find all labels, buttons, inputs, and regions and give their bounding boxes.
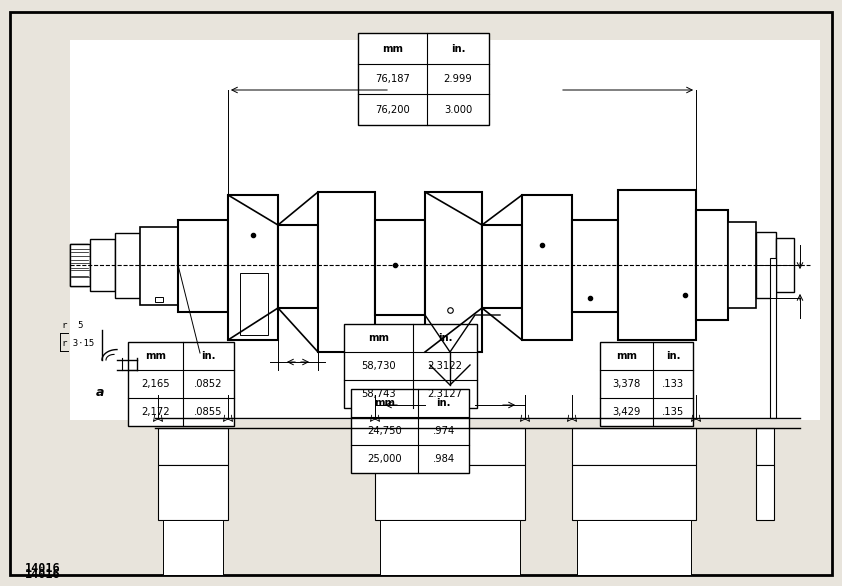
Bar [770,258,776,418]
Bar [90,239,115,291]
Bar [158,428,228,465]
Bar [618,190,696,340]
Bar [278,225,318,308]
Text: .0855: .0855 [195,407,222,417]
Bar [344,324,477,408]
Text: in.: in. [666,350,680,361]
Text: in.: in. [201,350,216,361]
Text: mm: mm [616,350,637,361]
Text: 24,750: 24,750 [367,425,402,436]
Bar [128,342,233,426]
Bar [600,342,694,426]
Bar [351,389,469,473]
Bar [128,342,233,426]
Bar [158,465,228,520]
Bar [696,210,728,320]
Text: 14016: 14016 [25,562,61,575]
Bar [351,389,469,473]
Bar [375,465,525,520]
Text: 2,172: 2,172 [141,407,170,417]
Text: mm: mm [375,397,395,408]
Bar [178,220,228,312]
Bar [375,220,425,315]
Bar [380,520,520,575]
Text: mm: mm [368,333,389,343]
Bar [70,40,820,420]
Text: 14016: 14016 [25,567,61,581]
Text: .984: .984 [433,454,455,464]
Text: .0852: .0852 [195,379,222,389]
Bar [115,233,140,298]
Text: 2,165: 2,165 [141,379,170,389]
Bar [344,324,477,408]
Text: 2.999: 2.999 [444,74,472,84]
Text: r 3·15: r 3·15 [62,339,94,349]
Bar [140,227,178,305]
Bar [240,273,268,335]
Text: a: a [96,387,104,400]
Text: mm: mm [382,43,403,54]
Text: 2.3122: 2.3122 [428,361,462,372]
Text: .974: .974 [433,425,455,436]
Bar [572,465,696,520]
Bar [577,520,691,575]
Bar [375,428,525,465]
Bar [70,244,90,286]
Text: 25,000: 25,000 [367,454,402,464]
Bar [728,222,756,308]
Text: mm: mm [146,350,166,361]
Text: r  5: r 5 [62,322,83,331]
Bar [572,428,696,465]
Bar [756,428,774,465]
Bar [155,297,163,302]
Text: .133: .133 [662,379,685,389]
Text: in.: in. [436,397,451,408]
Bar [163,520,223,575]
Bar [318,192,375,352]
Bar [482,225,522,308]
Text: 3,378: 3,378 [612,379,641,389]
Bar [600,342,694,426]
Bar [228,195,278,340]
Bar [522,195,572,340]
Bar [756,465,774,520]
Text: in.: in. [450,43,466,54]
Text: 3.000: 3.000 [444,104,472,115]
Text: .135: .135 [662,407,685,417]
Text: in.: in. [438,333,452,343]
Text: 76,187: 76,187 [376,74,410,84]
Text: 3,429: 3,429 [612,407,641,417]
Text: 76,200: 76,200 [376,104,410,115]
Text: 58,743: 58,743 [361,389,396,400]
Bar [756,232,776,298]
Text: 2.3127: 2.3127 [428,389,462,400]
Bar [776,238,794,292]
Bar [425,192,482,352]
Bar [572,220,618,312]
Bar [359,33,489,125]
Bar [359,33,489,125]
Bar [70,244,88,286]
Text: 58,730: 58,730 [361,361,396,372]
